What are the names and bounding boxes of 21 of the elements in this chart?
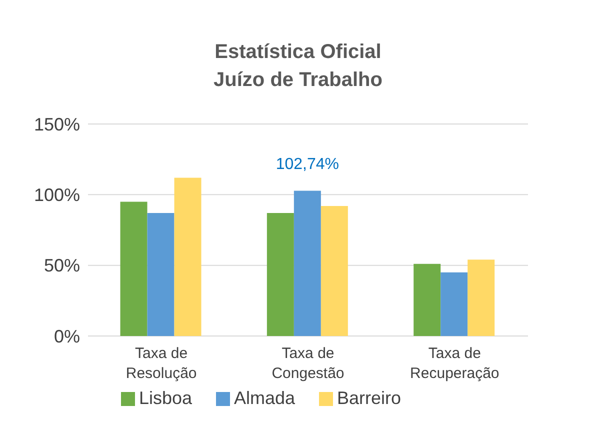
- bar: [147, 213, 174, 336]
- y-tick-label: 50%: [44, 256, 80, 276]
- x-tick-label: Taxa de Recuperação: [410, 345, 500, 382]
- bar: [266, 213, 294, 336]
- legend-label: Lisboa: [138, 388, 192, 408]
- data-label: 102,74%: [276, 156, 340, 173]
- bar: [294, 190, 321, 336]
- x-tick-label: Taxa de Congestão: [272, 345, 344, 382]
- bar: [468, 260, 495, 336]
- y-tick-label: 150%: [34, 114, 80, 134]
- legend-label: Barreiro: [337, 388, 402, 408]
- bar: [120, 202, 148, 336]
- chart-title: Estatística Oficial Juízo de Trabalho: [212, 40, 384, 93]
- legend-label: Almada: [234, 388, 296, 408]
- bar: [174, 178, 202, 336]
- y-tick-label: 100%: [34, 185, 80, 206]
- x-tick-label: Taxa de Resolução: [126, 345, 197, 382]
- y-tick-label: 0%: [54, 326, 80, 346]
- bar: [320, 206, 348, 336]
- bar: [440, 272, 468, 336]
- bar: [414, 264, 441, 336]
